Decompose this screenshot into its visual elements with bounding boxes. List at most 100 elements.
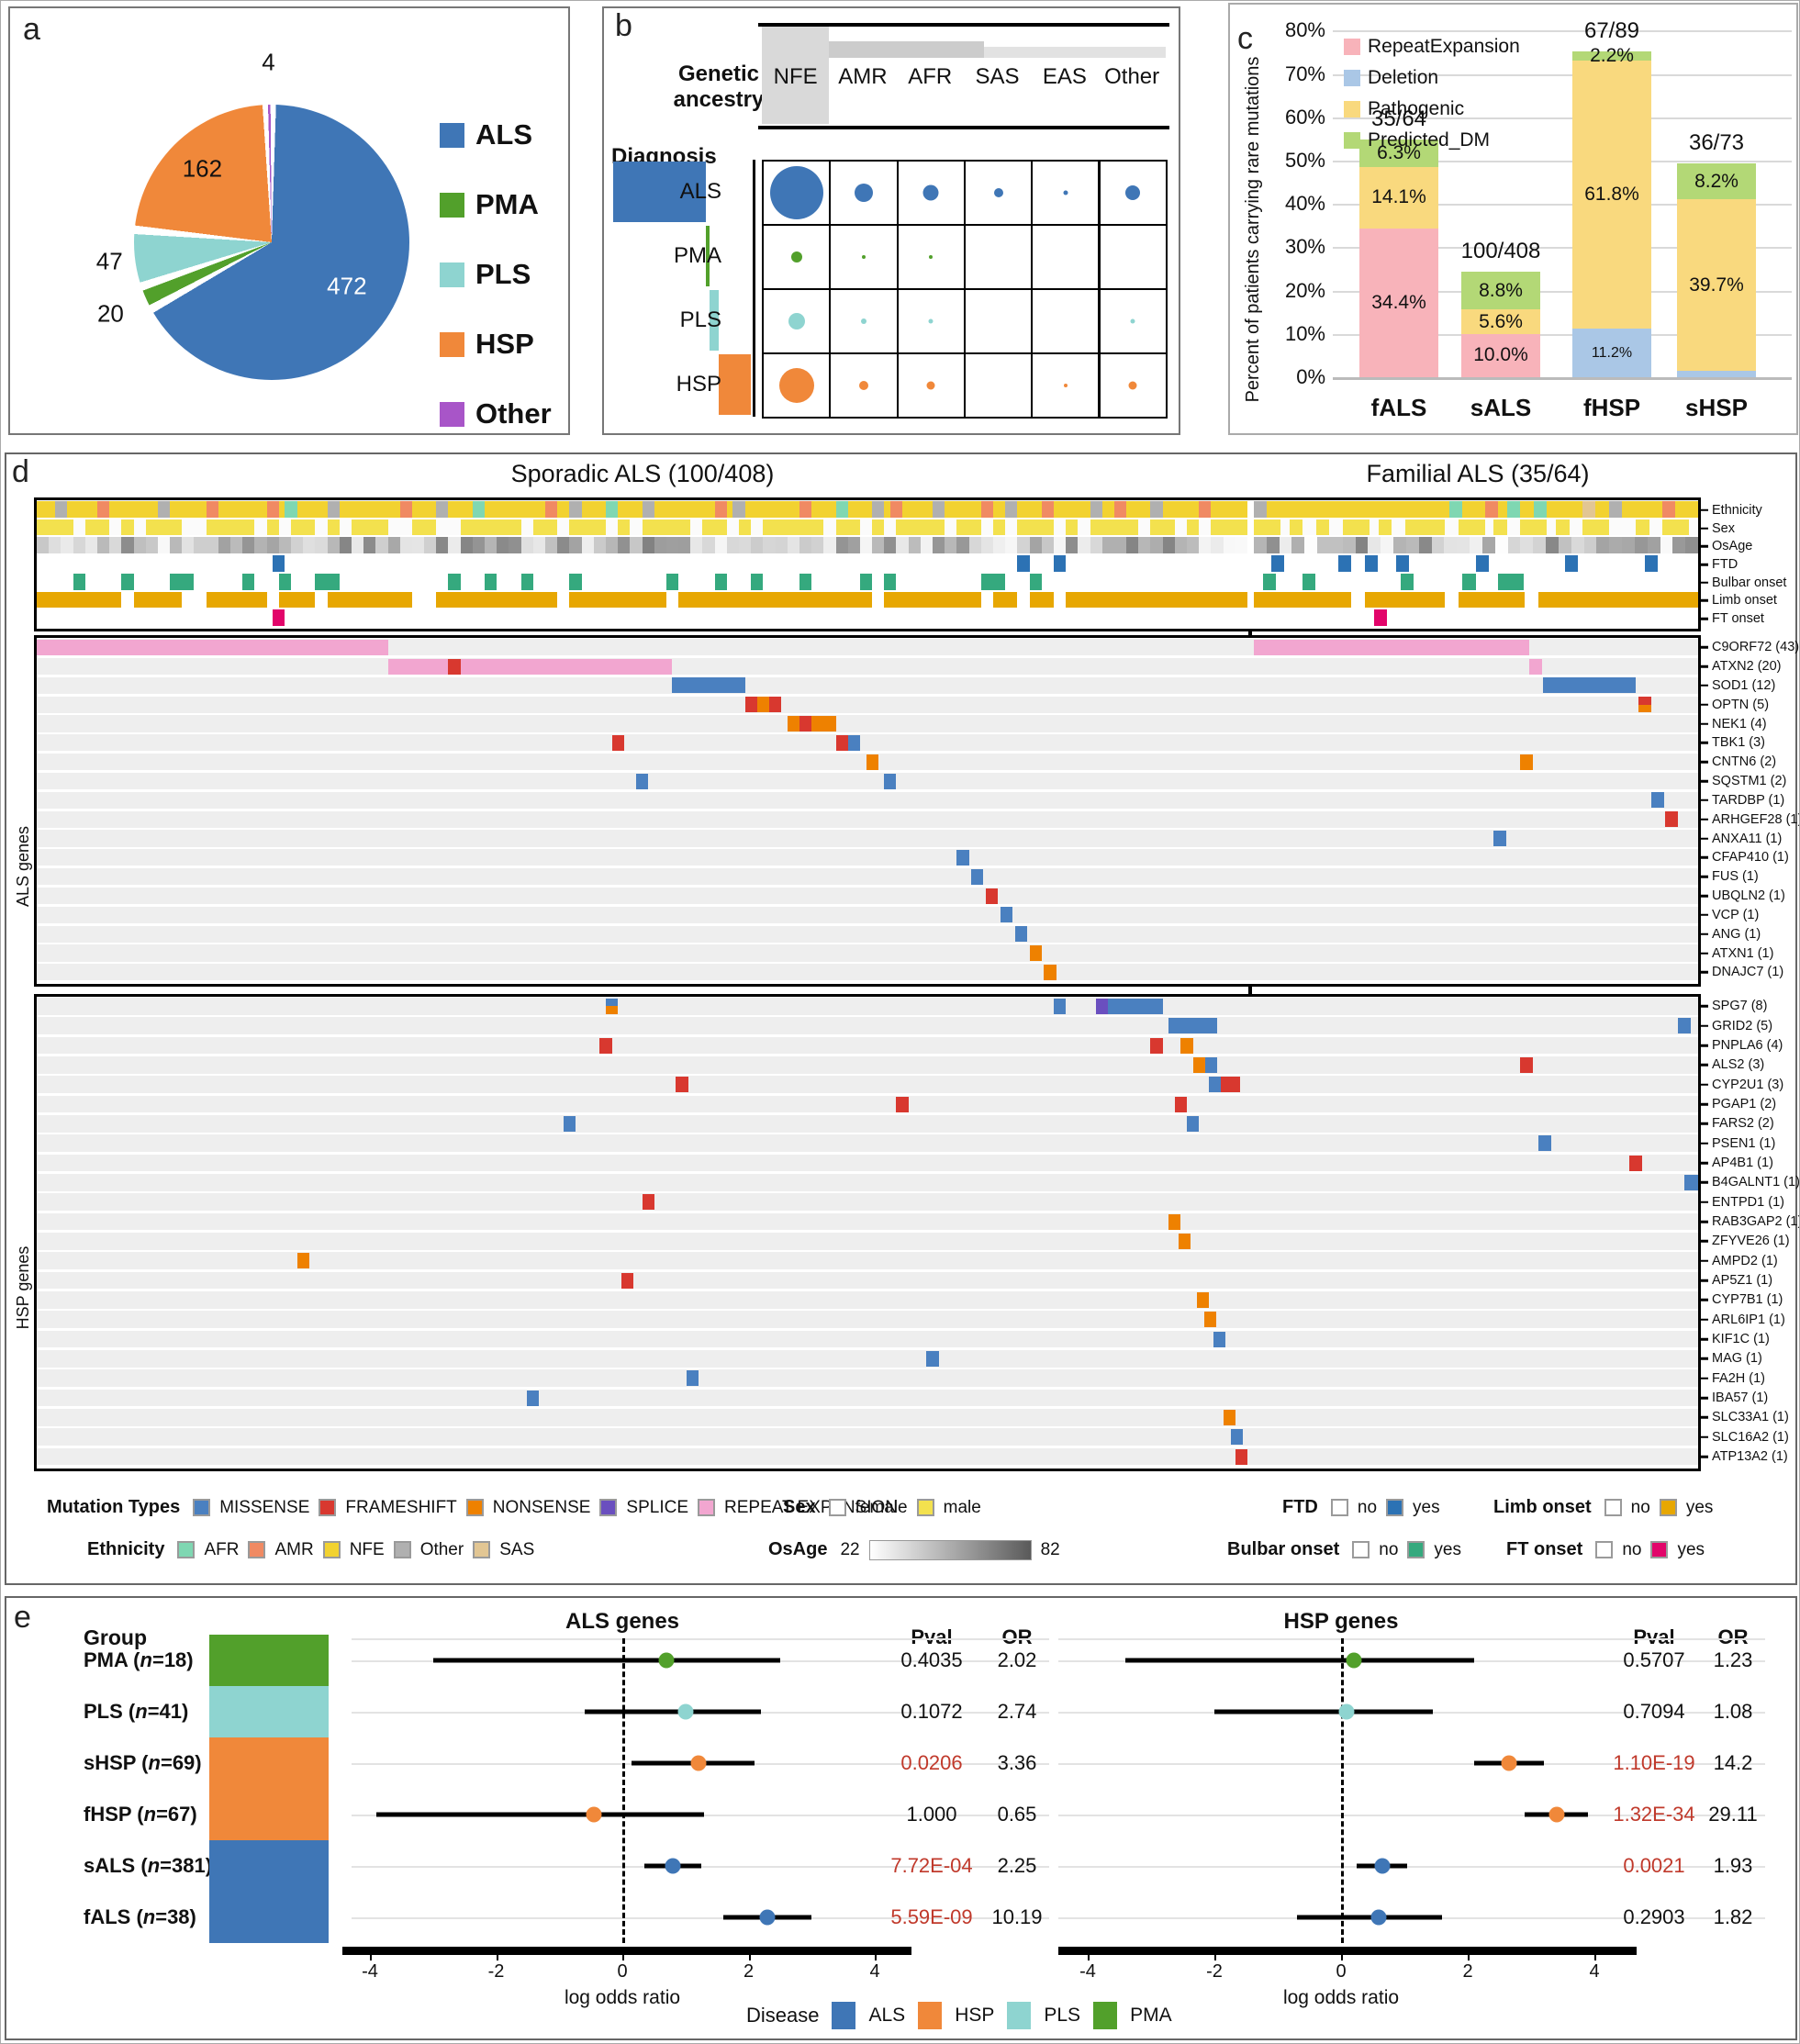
d-osage-cell — [218, 537, 231, 554]
c-gridline — [1333, 290, 1792, 293]
pie-legend-label-PMA: PMA — [475, 188, 539, 220]
d-gene-label-CYP2U1: CYP2U1 (3) — [1712, 1077, 1784, 1092]
d-osage-cell — [532, 537, 546, 554]
d-gene-label-ARHGEF28: ARHGEF28 (1) — [1712, 811, 1800, 827]
d-osage-cell — [1622, 537, 1636, 554]
pie-legend-swatch-HSP — [440, 331, 464, 357]
d-osage-cell — [1317, 537, 1331, 554]
d-annotation-segment — [206, 519, 255, 536]
e-x-ticklabel-2: 2 — [743, 1961, 755, 1982]
d-gene-tick — [1701, 1299, 1708, 1301]
d-legend-mutation-types-swatch-MISSENSE — [193, 1499, 211, 1516]
d-mutation-mark — [847, 734, 860, 751]
e-gridline — [1058, 1815, 1765, 1816]
b-bubble-ALS-SAS — [993, 188, 1003, 197]
e-or-header: OR — [1001, 1625, 1033, 1648]
d-osage-cell — [993, 537, 1006, 554]
b-col-header-AFR: AFR — [908, 64, 953, 89]
d-annotation-segment — [1017, 555, 1030, 572]
e-ci-fALS — [1296, 1915, 1443, 1920]
e-or-header: OR — [1717, 1625, 1749, 1648]
b-margin-bar-HSP — [719, 354, 751, 415]
e-or-sALS: 2.25 — [997, 1854, 1037, 1877]
d-legend-sex-swatch-male — [916, 1499, 934, 1516]
d-legend-FT onset-title: FT onset — [1506, 1539, 1583, 1559]
d-legend-mutation-types-label-SPLICE: SPLICE — [626, 1497, 689, 1517]
e-pval-sHSP: 1.10E-19 — [1613, 1751, 1695, 1774]
d-osage-cell — [1393, 537, 1407, 554]
d-gene-row-stripe — [37, 1212, 1698, 1231]
d-osage-cell — [1101, 537, 1115, 554]
d-osage-cell — [1546, 537, 1560, 554]
c-seglabel-sALS-c_predicted: 8.8% — [1479, 279, 1523, 301]
d-mutation-mark — [1223, 1409, 1235, 1425]
d-osage-cell — [1266, 537, 1280, 554]
pie-legend-item-PLS: PLS — [440, 258, 531, 291]
d-osage-cell — [1507, 537, 1521, 554]
d-gene-row-stripe — [37, 964, 1698, 981]
d-mutation-mark — [635, 773, 649, 789]
b-bubble-ALS-AMR — [854, 184, 873, 202]
d-gene-tick — [1701, 1357, 1708, 1360]
c-total-sHSP: 36/73 — [1688, 130, 1745, 156]
d-osage-cell — [61, 537, 74, 554]
d-osage-cell — [1609, 537, 1623, 554]
pie-legend-item-HSP: HSP — [440, 328, 534, 361]
d-track-base — [1254, 501, 1698, 518]
d-annotation-segment — [96, 501, 110, 518]
d-gene-tick — [1701, 1005, 1708, 1008]
d-osage-cell — [1672, 537, 1686, 554]
d-annotation-segment — [315, 591, 328, 609]
d-osage-cell — [84, 537, 98, 554]
d-annotation-segment — [835, 501, 848, 518]
d-osage-cell — [1355, 537, 1369, 554]
d-annotation-segment — [714, 573, 727, 590]
d-annotation-segment — [1041, 501, 1054, 518]
e-or-PLS: 1.08 — [1713, 1700, 1753, 1723]
d-gene-label-FUS: FUS (1) — [1712, 869, 1759, 885]
familial-title: Familial ALS (35/64) — [1366, 460, 1590, 487]
d-gene-row-stripe — [37, 998, 1698, 1015]
c-seglabel-sHSP-c_predicted: 8.2% — [1694, 170, 1739, 192]
d-mutation-mark — [1180, 1037, 1193, 1054]
pie-legend-label-Other: Other — [475, 397, 552, 430]
c-ytick-80%: 80% — [1284, 18, 1325, 42]
d-annotation-tick — [1701, 563, 1708, 566]
e-estimate-dot-PMA — [1346, 1652, 1362, 1669]
d-annotation-segment — [411, 519, 437, 536]
d-gene-label-AMPD2: AMPD2 (1) — [1712, 1253, 1778, 1268]
d-gene-label-NEK1: NEK1 (4) — [1712, 716, 1767, 732]
e-estimate-dot-PLS — [1338, 1703, 1355, 1720]
e-x-tickmark — [1341, 1955, 1343, 1960]
b-cell-PLS-SAS — [963, 288, 1034, 354]
e-x-ticklabel--4: -4 — [362, 1961, 378, 1982]
d-legend-Bulbar onset-yes-swatch — [1407, 1541, 1425, 1558]
d-annotation-segment — [1520, 519, 1548, 536]
e-estimate-dot-sHSP — [1501, 1755, 1517, 1771]
d-osage-cell — [642, 537, 655, 554]
d-annotation-segment — [1445, 591, 1459, 609]
d-annotation-segment — [1211, 519, 1247, 536]
e-gridline — [1058, 1763, 1765, 1765]
d-gene-label-SOD1: SOD1 (12) — [1712, 677, 1776, 693]
d-gene-label-ATP13A2: ATP13A2 (1) — [1712, 1449, 1788, 1465]
d-annotation-segment — [889, 501, 903, 518]
d-gene-tick — [1701, 760, 1708, 764]
b-col-header-NFE: NFE — [773, 64, 818, 89]
d-annotation-segment — [121, 591, 134, 609]
d-annotation-segment — [1582, 519, 1610, 536]
d-mutation-mark — [1168, 1213, 1181, 1230]
d-osage-cell — [254, 537, 268, 554]
d-gene-tick — [1701, 1377, 1708, 1379]
d-mutation-mark — [387, 658, 673, 675]
e-or-PMA: 2.02 — [997, 1648, 1037, 1671]
c-plot-area: 0% 10% 20% 30% 40% 50% 60% 70% 80% 34.4% 14.1% 6.3%… — [1230, 5, 1796, 433]
c-seglabel-fHSP-c_deletion: 11.2% — [1591, 344, 1633, 361]
d-gene-row-stripe — [37, 1115, 1698, 1133]
b-col-header-AMR: AMR — [838, 64, 888, 89]
d-osage-cell — [448, 537, 462, 554]
e-x-tickmark — [370, 1955, 372, 1960]
d-gene-row-stripe — [37, 696, 1698, 713]
e-estimate-dot-fALS — [1370, 1909, 1387, 1926]
d-mutation-mark — [1178, 1233, 1191, 1249]
